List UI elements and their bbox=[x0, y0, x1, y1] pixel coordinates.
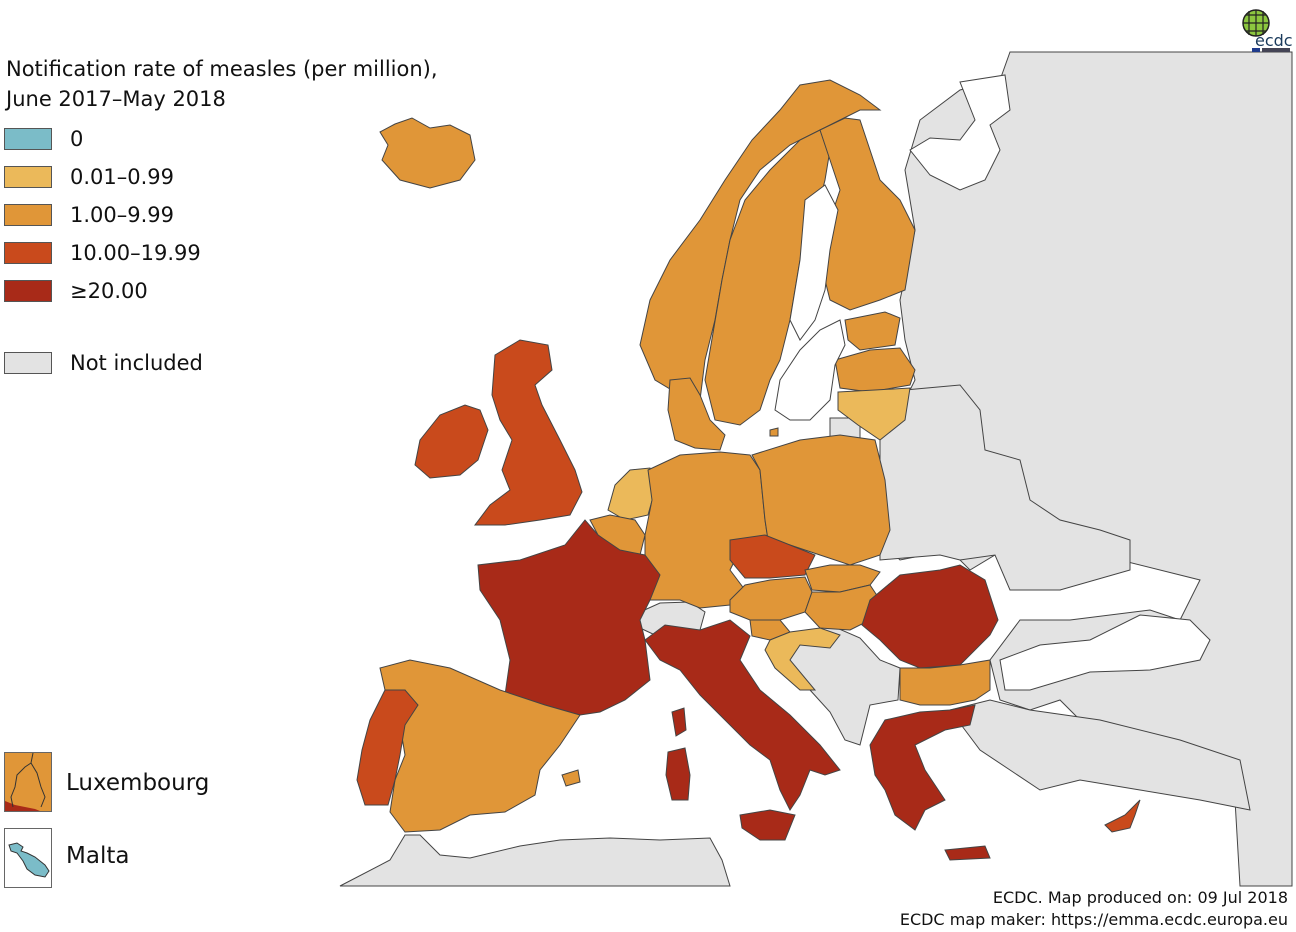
italy bbox=[644, 619, 841, 811]
legend-swatch bbox=[4, 242, 52, 264]
legend-item-not-included: Not included bbox=[4, 350, 203, 376]
united-kingdom bbox=[474, 339, 583, 526]
legend-label: 0.01–0.99 bbox=[70, 165, 175, 189]
luxembourg-shape-icon bbox=[5, 753, 46, 811]
not-included-regions bbox=[339, 51, 1293, 887]
iceland bbox=[379, 117, 476, 189]
luxembourg-inset bbox=[4, 752, 52, 812]
ecdc-logo: ecdc bbox=[1240, 6, 1294, 52]
croatia bbox=[764, 627, 841, 691]
slovakia bbox=[804, 564, 881, 593]
corsica bbox=[671, 707, 687, 737]
legend-label: 1.00–9.99 bbox=[70, 203, 175, 227]
malta-shape-icon bbox=[8, 842, 50, 878]
balearic bbox=[561, 769, 581, 787]
black-sea bbox=[999, 614, 1211, 691]
map-title-line2: June 2017–May 2018 bbox=[6, 87, 226, 111]
denmark bbox=[667, 377, 726, 451]
poland bbox=[751, 434, 891, 566]
sardinia bbox=[665, 747, 691, 801]
legend-label: 0 bbox=[70, 127, 84, 151]
legend-swatch bbox=[4, 204, 52, 226]
netherlands bbox=[607, 467, 656, 521]
romania bbox=[861, 564, 999, 669]
portugal bbox=[356, 689, 419, 806]
luxembourg-label: Luxembourg bbox=[66, 770, 210, 796]
map-title-line1: Notification rate of measles (per millio… bbox=[6, 57, 438, 81]
legend-swatch bbox=[4, 166, 52, 188]
legend-item-zero: 0 bbox=[4, 126, 83, 152]
eu-countries bbox=[356, 79, 1141, 861]
legend-swatch bbox=[4, 280, 52, 302]
malta-inset bbox=[4, 828, 52, 888]
estonia bbox=[844, 311, 901, 351]
seas bbox=[774, 184, 846, 421]
legend-label: Not included bbox=[70, 351, 203, 375]
bulgaria bbox=[899, 659, 991, 706]
legend-swatch bbox=[4, 128, 52, 150]
legend-label: ≥20.00 bbox=[70, 279, 148, 303]
turkey bbox=[949, 699, 1251, 811]
crete bbox=[944, 845, 991, 861]
gulf-of-bothnia bbox=[789, 184, 839, 341]
bornholm bbox=[769, 427, 779, 437]
credit-produced-on: ECDC. Map produced on: 09 Jul 2018 bbox=[992, 888, 1288, 907]
belarus-ukraine bbox=[879, 384, 1131, 591]
legend-label: 10.00–19.99 bbox=[70, 241, 201, 265]
globe-icon: ecdc bbox=[1242, 9, 1293, 52]
france bbox=[477, 519, 661, 716]
austria bbox=[729, 576, 813, 621]
baltic-sea bbox=[774, 319, 846, 421]
svg-text:ecdc: ecdc bbox=[1255, 31, 1293, 50]
legend-item-10.00-19.99: 10.00–19.99 bbox=[4, 240, 201, 266]
latvia bbox=[834, 347, 916, 393]
north-africa bbox=[339, 834, 731, 887]
lithuania bbox=[837, 387, 911, 441]
legend-item-20plus: ≥20.00 bbox=[4, 278, 148, 304]
sicily bbox=[739, 809, 796, 841]
cyprus bbox=[1104, 799, 1141, 833]
map-title: Notification rate of measles (per millio… bbox=[6, 54, 438, 114]
legend-item-0.01-0.99: 0.01–0.99 bbox=[4, 164, 174, 190]
white-sea bbox=[909, 74, 1011, 191]
legend-item-1.00-9.99: 1.00–9.99 bbox=[4, 202, 174, 228]
malta-label: Malta bbox=[66, 843, 130, 869]
ireland bbox=[414, 404, 489, 479]
greece bbox=[869, 704, 976, 831]
credit-map-maker: ECDC map maker: https://emma.ecdc.europa… bbox=[899, 910, 1288, 929]
legend-swatch bbox=[4, 352, 52, 374]
czechia bbox=[729, 534, 816, 579]
